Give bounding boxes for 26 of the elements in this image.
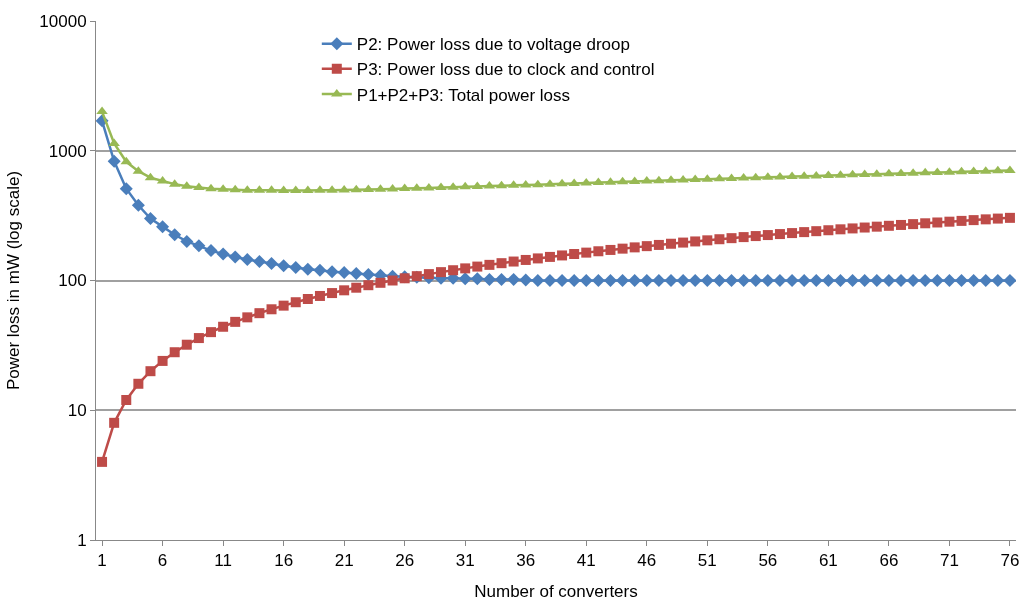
legend-label: P3: Power loss due to clock and control — [356, 60, 655, 80]
x-tick-label: 56 — [758, 551, 778, 571]
legend-label: P2: Power loss due to voltage droop — [356, 35, 630, 55]
x-tick-label: 11 — [214, 551, 232, 571]
x-tick-label: 31 — [455, 551, 475, 571]
legend-label: P1+P2+P3: Total power loss — [356, 85, 571, 105]
x-tick-label: 71 — [939, 551, 959, 571]
x-tick-label: 51 — [697, 551, 717, 571]
x-tick-label: 41 — [576, 551, 596, 571]
x-tick-label: 26 — [395, 551, 415, 571]
x-tick-label: 66 — [879, 551, 899, 571]
y-tick-label: 1000 — [48, 141, 87, 161]
y-axis-title: Power loss in mW (log scale) — [3, 170, 23, 391]
x-tick-label: 1 — [97, 551, 107, 571]
x-axis-title: Number of converters — [474, 581, 638, 601]
y-tick-label: 10 — [67, 401, 87, 421]
x-tick-label: 6 — [157, 551, 168, 571]
x-tick-label: 76 — [1000, 551, 1020, 571]
y-tick-label: 100 — [58, 271, 87, 291]
x-tick-label: 61 — [818, 551, 838, 571]
x-tick-label: 46 — [637, 551, 657, 571]
x-tick-label: 16 — [274, 551, 294, 571]
x-tick-label: 21 — [334, 551, 354, 571]
x-tick-label: 36 — [516, 551, 536, 571]
y-tick-label: 1 — [77, 530, 87, 550]
y-tick-label: 10000 — [39, 11, 87, 31]
